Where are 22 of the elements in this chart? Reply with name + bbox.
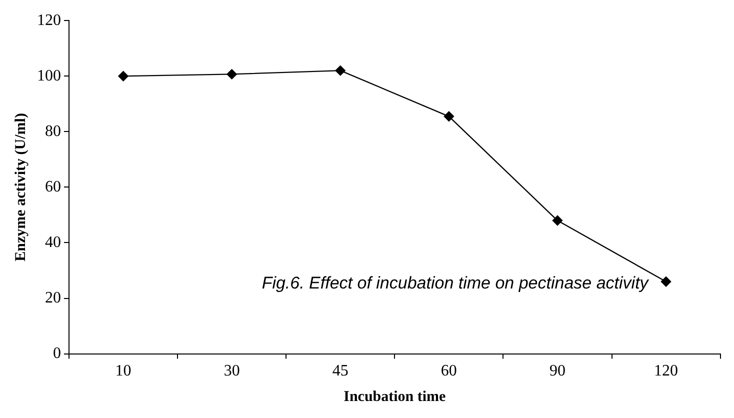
y-tick-label: 40 bbox=[45, 234, 61, 251]
y-axis-title: Enzyme activity (U/ml) bbox=[12, 113, 29, 262]
annotation: Fig.6. Effect of incubation time on pectinase activity bbox=[262, 274, 650, 293]
x-tick-label: 45 bbox=[332, 362, 348, 380]
x-tick-label: 120 bbox=[654, 362, 678, 380]
point bbox=[444, 111, 454, 122]
y-tick-label: 120 bbox=[37, 12, 61, 29]
point bbox=[552, 215, 563, 226]
y-tick-label: 100 bbox=[37, 67, 61, 84]
point bbox=[226, 69, 237, 80]
point bbox=[118, 71, 128, 82]
y-tick-label: 20 bbox=[45, 289, 61, 306]
x-tick-label: 30 bbox=[224, 362, 240, 380]
y-tick-label: 60 bbox=[45, 178, 61, 196]
x-tick-label: 10 bbox=[115, 362, 132, 380]
point bbox=[335, 65, 346, 76]
x-tick-label: 60 bbox=[440, 362, 457, 380]
y-tick-label: 0 bbox=[53, 345, 61, 362]
x-tick-label: 90 bbox=[549, 362, 566, 380]
y-tick-label: 80 bbox=[45, 122, 61, 140]
point bbox=[660, 276, 672, 287]
x-axis-title: Incubation time bbox=[344, 388, 446, 405]
